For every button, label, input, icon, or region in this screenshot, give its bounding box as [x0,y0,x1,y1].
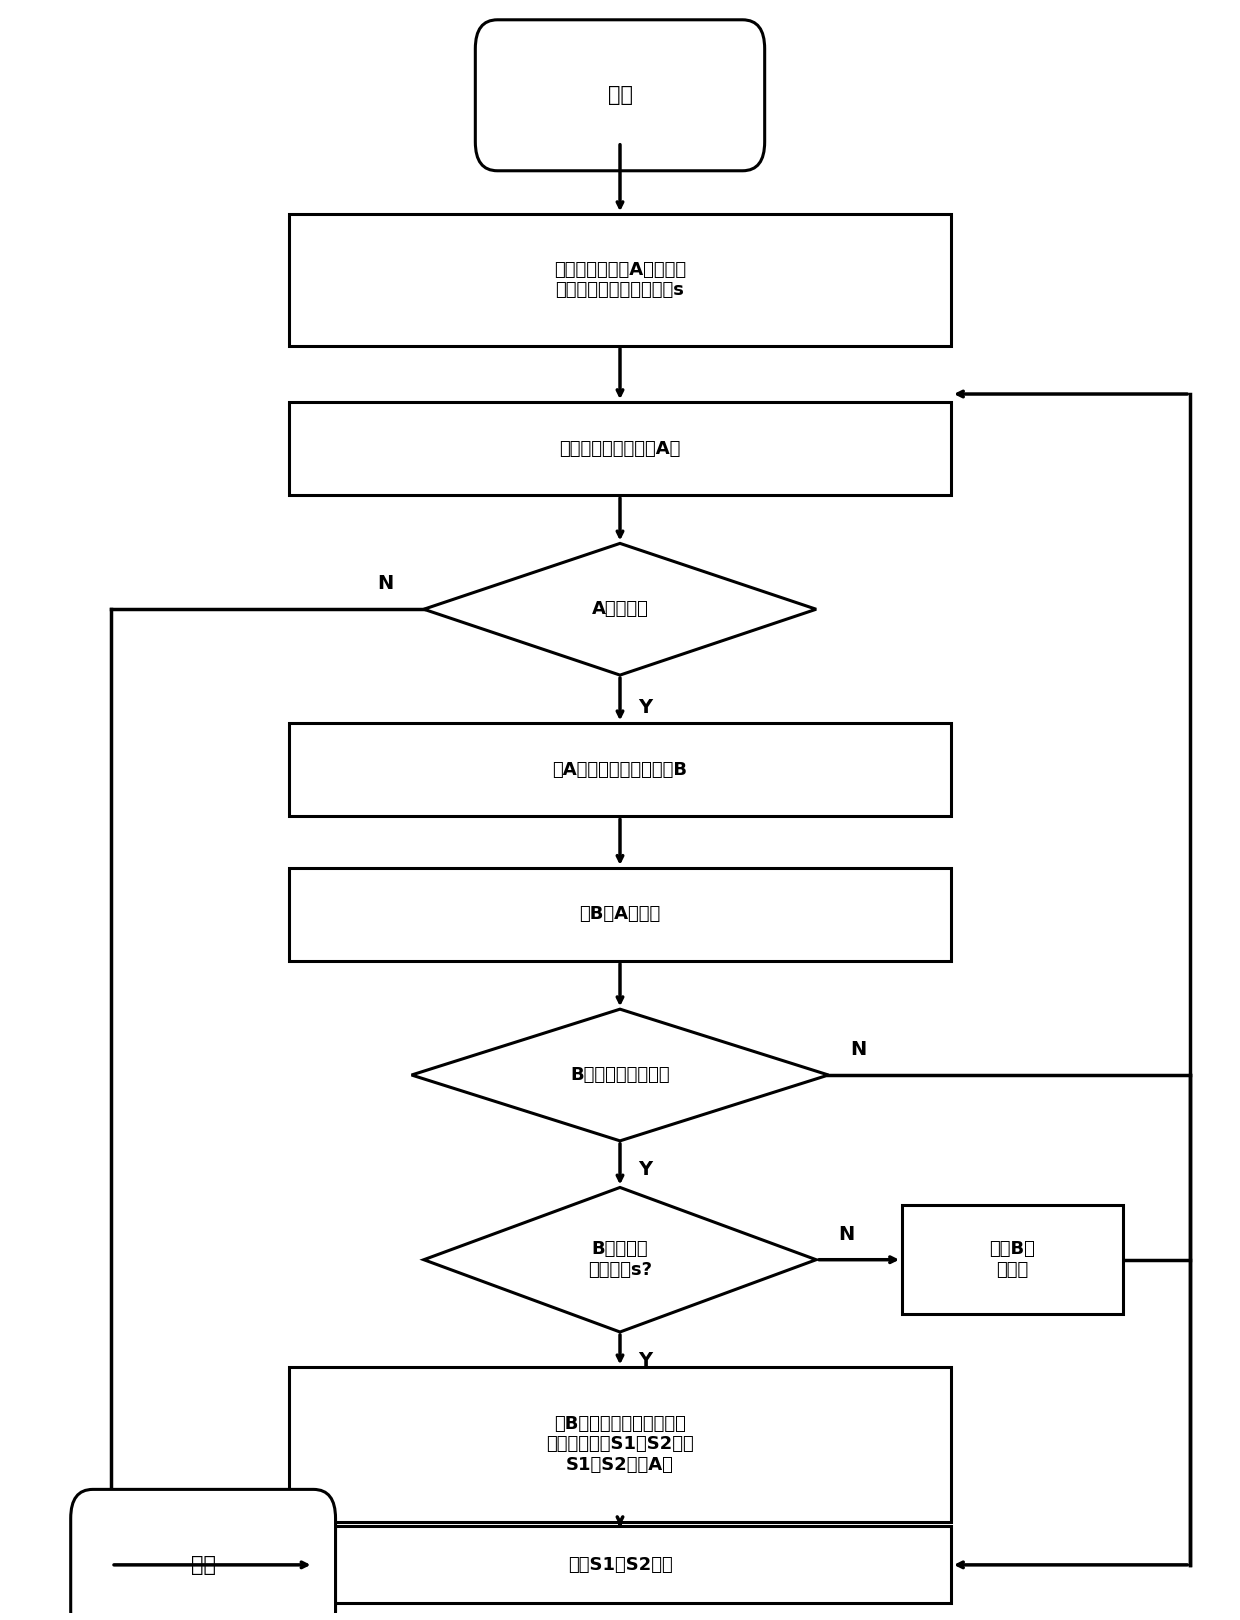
Bar [289,868,951,961]
Text: B的最长边
大于阈值s?: B的最长边 大于阈值s? [588,1241,652,1280]
Bar [901,1205,1122,1314]
Bar [289,402,951,496]
FancyBboxPatch shape [71,1489,336,1620]
Text: Y: Y [639,1160,652,1179]
Text: N: N [851,1040,867,1059]
Text: Y: Y [639,1351,652,1371]
Text: 结束: 结束 [191,1555,216,1575]
Polygon shape [424,1187,816,1332]
Text: N: N [838,1225,854,1244]
FancyBboxPatch shape [475,19,765,170]
Text: 将B沿着垂直最长轴的平面
平分为两部分S1、S2，将
S1、S2存入A中: 将B沿着垂直最长轴的平面 平分为两部分S1、S2，将 S1、S2存入A中 [546,1414,694,1474]
Text: 将初始分割空间存入A中: 将初始分割空间存入A中 [559,439,681,457]
Text: A不为空？: A不为空？ [591,601,649,619]
Text: Y: Y [639,698,652,716]
Polygon shape [412,1009,828,1140]
Text: 开始: 开始 [608,86,632,105]
Polygon shape [424,543,816,676]
Bar [289,1367,951,1521]
Bar [289,1526,951,1604]
Text: 标记B为
边界体: 标记B为 边界体 [990,1241,1035,1280]
Text: 将B从A中移除: 将B从A中移除 [579,906,661,923]
Text: 设置待分割集合A为空，初
始分割空间、分割阈值为s: 设置待分割集合A为空，初 始分割空间、分割阈值为s [554,261,686,300]
Text: N: N [377,573,393,593]
Text: 在A中任选一个待分割体B: 在A中任选一个待分割体B [553,761,687,779]
Text: B与模型网格碰撞？: B与模型网格碰撞？ [570,1066,670,1084]
Bar [289,214,951,345]
Text: 更新S1、S2邻域: 更新S1、S2邻域 [568,1555,672,1575]
Bar [289,723,951,816]
